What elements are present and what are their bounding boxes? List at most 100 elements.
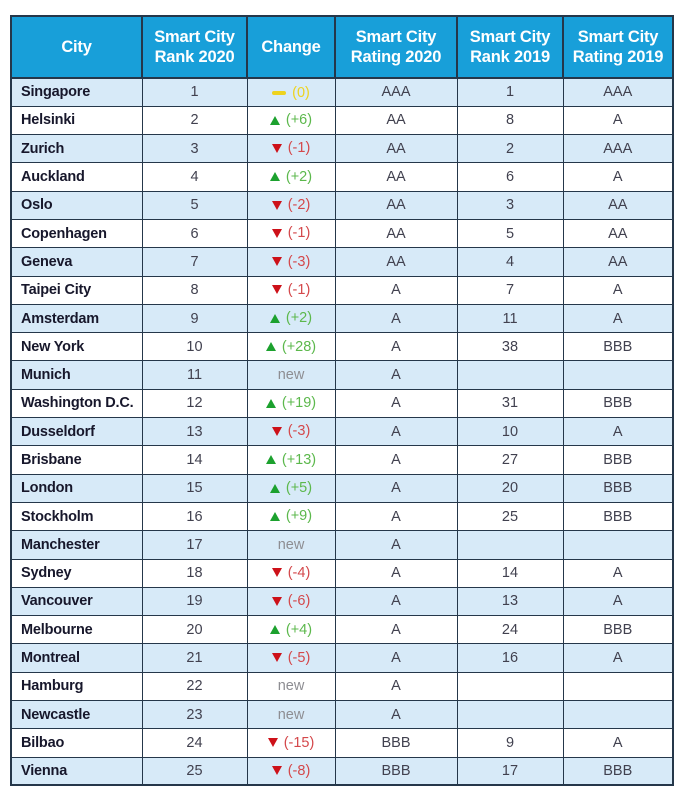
table-row: Zurich 3 (-1) AA 2 AAA xyxy=(10,134,674,164)
rank-2020-cell: 14 xyxy=(141,445,248,475)
rank-down-triangle-icon xyxy=(271,285,282,295)
change-cell: (+4) xyxy=(246,615,336,645)
city-cell: Newcastle xyxy=(10,700,143,730)
change-indicator: (+2) xyxy=(269,168,313,185)
change-cell: (+13) xyxy=(246,445,336,475)
table-row: Taipei City 8 (-1) A 7 A xyxy=(10,275,674,305)
rank-2020-cell: 20 xyxy=(141,615,248,645)
change-label: (-1) xyxy=(287,281,311,298)
rating-2019-cell: A xyxy=(562,105,674,136)
rank-2020-cell: 11 xyxy=(141,360,248,390)
table-row: Manchester 17 new A xyxy=(10,530,674,560)
change-indicator: (+6) xyxy=(269,112,312,128)
table-row: Helsinki 2 (+6) AA 8 A xyxy=(10,105,674,136)
column-header-label: Rank 2020 xyxy=(154,48,235,66)
rank-2019-cell: 10 xyxy=(456,417,564,447)
rating-2020-cell: BBB xyxy=(334,728,458,758)
city-cell: Montreal xyxy=(10,643,143,673)
rank-2019-cell: 27 xyxy=(456,445,564,475)
rank-down-triangle-icon xyxy=(271,257,282,267)
column-header-label: Rating 2019 xyxy=(572,48,664,66)
rating-2019-cell xyxy=(562,530,674,560)
table-row: Brisbane 14 (+13) A 27 BBB xyxy=(10,445,674,475)
column-header-rating-2020: Smart City Rating 2020 xyxy=(334,15,458,79)
rank-2019-cell: 16 xyxy=(456,643,564,673)
change-label: new xyxy=(277,678,305,695)
change-cell: (-4) xyxy=(246,558,336,588)
rank-2020-cell: 23 xyxy=(141,700,248,730)
change-indicator: new xyxy=(278,707,305,723)
change-indicator: (-5) xyxy=(271,650,310,666)
rating-2020-cell: A xyxy=(334,473,458,503)
rating-2020-cell: A xyxy=(334,275,458,305)
city-cell: Dusseldorf xyxy=(10,417,143,447)
city-cell: Geneva xyxy=(10,247,143,277)
rank-down-triangle-icon xyxy=(271,766,282,776)
change-indicator: (+28) xyxy=(265,339,316,355)
city-cell: Stockholm xyxy=(10,501,143,532)
change-label: (-6) xyxy=(287,593,311,610)
column-header-rank-2019: Smart City Rank 2019 xyxy=(456,15,564,79)
rating-2019-cell: A xyxy=(562,275,674,305)
change-cell: (-5) xyxy=(246,643,336,673)
rating-2020-cell: A xyxy=(334,388,458,419)
table-row: Amsterdam 9 (+2) A 11 A xyxy=(10,303,674,334)
city-cell: New York xyxy=(10,332,143,362)
rank-2019-cell: 31 xyxy=(456,388,564,419)
change-cell: (+2) xyxy=(246,162,336,192)
rank-down-triangle-icon xyxy=(271,426,282,436)
change-cell: (+6) xyxy=(246,105,336,136)
change-label: (0) xyxy=(292,85,310,102)
rank-down-triangle-icon xyxy=(271,228,282,238)
rank-2020-cell: 12 xyxy=(141,388,248,419)
rating-2019-cell: A xyxy=(562,303,674,334)
city-cell: Washington D.C. xyxy=(10,388,143,419)
rating-2020-cell: A xyxy=(334,303,458,334)
table-header: City Smart City Rank 2020 Change Smart City R… xyxy=(10,15,674,79)
change-label: new xyxy=(277,367,305,384)
rank-2019-cell: 20 xyxy=(456,473,564,503)
rating-2020-cell: AA xyxy=(334,105,458,136)
rank-2019-cell: 24 xyxy=(456,615,564,645)
table-row: Munich 11 new A xyxy=(10,360,674,390)
change-label: (+19) xyxy=(281,395,317,412)
rating-2020-cell: AA xyxy=(334,247,458,277)
rating-2019-cell: A xyxy=(562,728,674,758)
change-label: (+4) xyxy=(285,621,313,638)
change-label: new xyxy=(277,706,305,723)
table-row: Vancouver 19 (-6) A 13 A xyxy=(10,586,674,617)
table-row: Melbourne 20 (+4) A 24 BBB xyxy=(10,615,674,645)
rank-up-triangle-icon xyxy=(269,511,280,521)
table-row: Newcastle 23 new A xyxy=(10,700,674,730)
city-cell: Copenhagen xyxy=(10,218,143,249)
column-header-label: Change xyxy=(261,37,321,56)
change-indicator: (-8) xyxy=(271,763,310,779)
change-indicator: (+4) xyxy=(269,621,313,638)
rating-2019-cell: A xyxy=(562,162,674,192)
change-cell: (+2) xyxy=(246,303,336,334)
table-row: Auckland 4 (+2) AA 6 A xyxy=(10,162,674,192)
rank-up-triangle-icon xyxy=(265,455,276,465)
rank-2019-cell: 25 xyxy=(456,501,564,532)
city-cell: Helsinki xyxy=(10,105,143,136)
header-row: City Smart City Rank 2020 Change Smart City R… xyxy=(10,15,674,79)
change-label: (+2) xyxy=(285,168,313,185)
smart-city-ranking-table: City Smart City Rank 2020 Change Smart City R… xyxy=(10,15,674,787)
rating-2020-cell: AA xyxy=(334,162,458,192)
rank-2020-cell: 21 xyxy=(141,643,248,673)
rank-2019-cell xyxy=(456,530,564,560)
change-indicator: (-6) xyxy=(271,593,311,610)
column-header-label: Rank 2019 xyxy=(470,48,550,66)
change-label: (-3) xyxy=(287,423,311,440)
rank-2019-cell: 8 xyxy=(456,105,564,136)
change-indicator: (-1) xyxy=(271,281,311,298)
rank-2019-cell: 6 xyxy=(456,162,564,192)
rank-2020-cell: 4 xyxy=(141,162,248,192)
rank-2019-cell: 11 xyxy=(456,303,564,334)
rating-2019-cell: A xyxy=(562,643,674,673)
city-cell: Vienna xyxy=(10,756,143,786)
change-cell: (-15) xyxy=(246,728,336,758)
rank-2019-cell: 1 xyxy=(456,77,564,107)
table-row: Oslo 5 (-2) AA 3 AA xyxy=(10,190,674,220)
city-cell: Bilbao xyxy=(10,728,143,758)
